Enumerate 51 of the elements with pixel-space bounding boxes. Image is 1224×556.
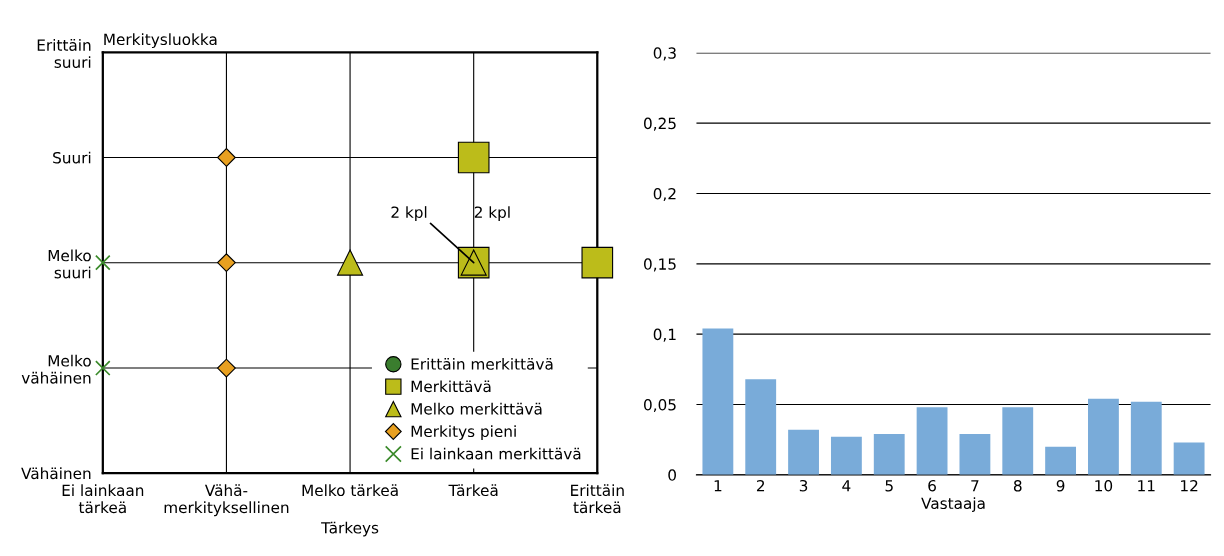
y-axis-title: Merkitysluokka	[104, 33, 217, 49]
bar	[959, 434, 991, 475]
bar	[702, 328, 734, 475]
x-tick-label: Melko tärkeä	[302, 484, 398, 497]
bar	[873, 434, 905, 475]
x-tick-label: 1	[714, 480, 722, 492]
bar	[1173, 442, 1205, 475]
y-tick-label: 0,25	[644, 117, 676, 131]
x-tick-label: 10	[1095, 479, 1113, 492]
legend-label: Melko merkittävä	[411, 402, 542, 415]
x-axis-title: Vastaaja	[921, 497, 985, 513]
y-tick-label: 0,1	[653, 328, 676, 342]
x-tick-label: 6	[928, 479, 936, 492]
category-label: Vähäinen	[21, 467, 91, 480]
y-tick-label: 0	[668, 469, 676, 481]
x-tick-label: 5	[885, 480, 893, 492]
x-tick-label: 9	[1056, 479, 1065, 492]
x-tick-label: 3	[799, 479, 808, 492]
x-tick-label: Erittäin tärkeä	[571, 484, 624, 514]
bar	[1130, 401, 1162, 475]
legend-label: Merkittävä	[411, 380, 491, 393]
x-axis-title: Tärkeys	[321, 521, 379, 537]
category-label: Erittäin suuri	[37, 39, 91, 68]
x-tick-label: Tärkeä	[448, 484, 498, 497]
bar	[745, 379, 777, 475]
legend-label: Ei lainkaan merkittävä	[411, 447, 581, 460]
annotation: 2 kpl	[474, 206, 510, 221]
x-tick-label: 11	[1138, 480, 1155, 492]
category-label: Suuri	[53, 151, 91, 164]
y-tick-label: 0,05	[644, 398, 676, 413]
legend-label: Merkitys pieni	[411, 425, 516, 441]
y-tick-label: 0,2	[653, 187, 676, 202]
legend-label: Erittäin merkittävä	[411, 357, 553, 370]
bar	[830, 436, 862, 475]
x-tick-label: 12	[1181, 479, 1198, 492]
x-tick-label: 2	[756, 479, 765, 492]
x-tick-label: 8	[1013, 479, 1022, 492]
x-tick-label: Vähä- merkityksellinen	[164, 484, 289, 517]
x-tick-label: Ei lainkaan tärkeä	[62, 484, 144, 514]
annotation: 2 kpl	[391, 206, 427, 221]
category-label: Melko suuri	[48, 249, 91, 279]
bar	[1002, 407, 1034, 475]
bar	[916, 407, 948, 475]
category-label: Melko vähäinen	[21, 354, 91, 384]
x-tick-label: 4	[842, 480, 851, 492]
y-tick-label: 0,3	[653, 47, 676, 61]
bar	[1088, 398, 1119, 475]
bar	[788, 429, 819, 475]
bar	[1045, 446, 1077, 475]
x-tick-label: 7	[971, 480, 979, 492]
y-tick-label: 0,15	[644, 258, 676, 272]
